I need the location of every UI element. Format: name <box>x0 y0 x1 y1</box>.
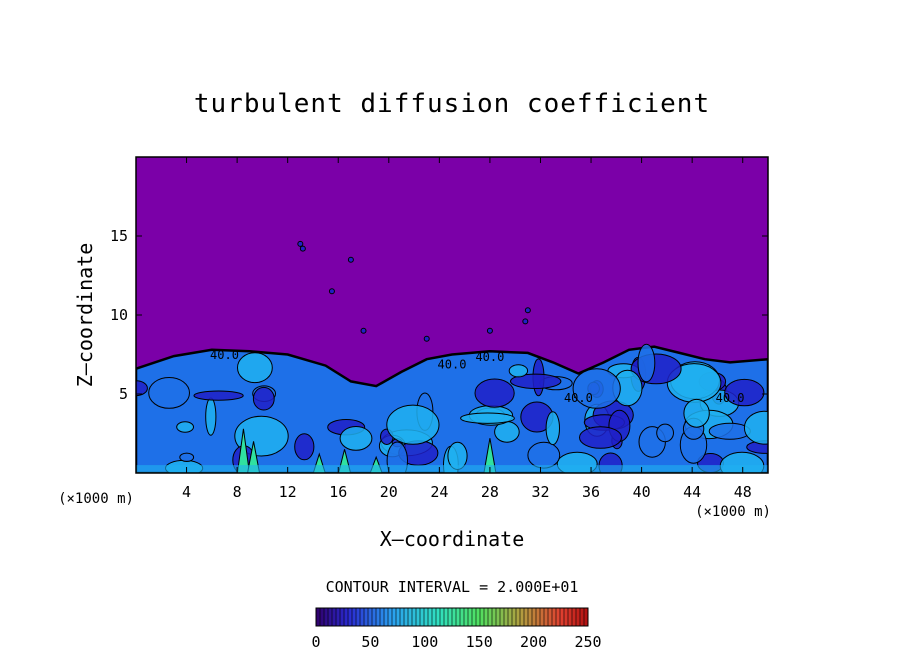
eddy-contour <box>136 380 148 397</box>
plot-area: 40.0 40.0 40.0 40.0 40.0 <box>136 157 768 473</box>
x-tick-label: 28 <box>481 483 499 501</box>
plume-contour <box>483 438 497 473</box>
eddy-contour <box>637 343 656 383</box>
patch-contour <box>486 327 493 334</box>
y-tick-label: 10 <box>110 306 128 324</box>
eddy-contour <box>683 398 710 428</box>
eddy-contour <box>508 364 529 378</box>
eddy-contour <box>179 452 195 462</box>
x-tick-label: 12 <box>279 483 297 501</box>
eddy-contour <box>656 423 674 443</box>
eddy-contour <box>743 410 768 445</box>
eddy-contour <box>460 412 515 424</box>
colorbar-tick-label: 100 <box>411 633 438 651</box>
eddy-contour <box>237 352 273 384</box>
patch-contour <box>347 256 354 263</box>
x-unit-left: (×1000 m) <box>58 491 134 507</box>
x-tick-label: 48 <box>734 483 752 501</box>
surface-layer <box>136 465 768 473</box>
eddy-contour <box>386 441 408 473</box>
colorbar-tick-label: 250 <box>574 633 601 651</box>
contour-label: 40.0 <box>210 348 239 362</box>
patch-contour <box>522 318 529 325</box>
eddy-contour <box>579 426 622 449</box>
patch-contour <box>328 288 335 295</box>
eddy-contour <box>205 397 217 436</box>
x-tick-label: 20 <box>380 483 398 501</box>
x-tick-label: 44 <box>683 483 701 501</box>
x-tick-label: 40 <box>633 483 651 501</box>
eddy-contour <box>510 373 562 389</box>
y-tick-label: 15 <box>110 227 128 245</box>
x-tick-label: 36 <box>582 483 600 501</box>
contour-label: 40.0 <box>716 391 745 405</box>
eddy-contour <box>193 390 244 401</box>
eddy-contour <box>545 411 560 446</box>
x-tick-label: 8 <box>233 483 242 501</box>
patch-contour <box>299 245 306 252</box>
eddy-contour <box>234 415 289 457</box>
eddy-contour <box>176 421 195 433</box>
x-unit-right: (×1000 m) <box>695 504 771 520</box>
patch-contour <box>360 327 367 334</box>
x-axis-label: X–coordinate <box>380 527 525 551</box>
x-tick-label: 24 <box>430 483 448 501</box>
eddy-contour <box>474 378 515 408</box>
eddy-contour <box>386 404 440 445</box>
eddy-contour <box>148 377 191 409</box>
colorbar-tick-label: 0 <box>311 633 320 651</box>
eddy-contour <box>724 378 765 407</box>
patch-contour <box>524 307 531 314</box>
chart-title: turbulent diffusion coefficient <box>194 89 710 119</box>
contour-label: 40.0 <box>438 358 467 372</box>
y-axis-label: Z–coordinate <box>73 243 97 388</box>
y-tick-label: 5 <box>119 385 128 403</box>
eddy-contour <box>252 386 275 411</box>
eddy-contour <box>527 441 561 469</box>
plume-contour <box>236 428 250 473</box>
colorbar-tick-label: 150 <box>466 633 493 651</box>
x-tick-label: 4 <box>182 483 191 501</box>
contour-label: 40.0 <box>564 391 593 405</box>
x-tick-label: 16 <box>329 483 347 501</box>
eddy-contour <box>339 426 373 451</box>
patch-contour <box>297 240 304 247</box>
patch-contour <box>423 335 430 342</box>
colorbar: 0 50 100 150 200 250 <box>311 607 602 651</box>
x-tick-label: 32 <box>531 483 549 501</box>
contour-label: 40.0 <box>475 350 504 364</box>
contour-interval-label: CONTOUR INTERVAL = 2.000E+01 <box>326 578 579 596</box>
eddy-contour <box>294 433 315 461</box>
colorbar-tick-label: 50 <box>361 633 379 651</box>
eddy-contour <box>572 368 621 409</box>
colorbar-tick-label: 200 <box>520 633 547 651</box>
